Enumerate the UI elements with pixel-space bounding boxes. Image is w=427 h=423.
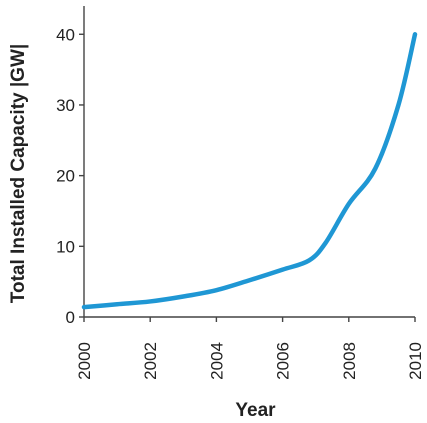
y-axis-title: Total Installed Capacity |GW| <box>8 44 29 303</box>
axes-layer <box>83 6 415 318</box>
series-line-0 <box>81 32 418 310</box>
ticks-layer: 0 10 20 30 40 2000 2002 2004 2006 2008 2010 <box>56 25 425 380</box>
y-tick-label: 40 <box>56 25 75 44</box>
y-tick-label: 30 <box>56 96 75 115</box>
y-tick-label: 10 <box>56 237 75 256</box>
x-tick-label: 2000 <box>75 342 94 380</box>
x-tick-label: 2008 <box>340 342 359 380</box>
x-tick-label: 2002 <box>141 342 160 380</box>
x-tick-label: 2010 <box>406 342 425 380</box>
y-tick-label: 0 <box>66 308 75 327</box>
series-layer <box>81 32 418 310</box>
x-axis-title: Year <box>235 400 276 421</box>
y-tick-label: 20 <box>56 167 75 186</box>
x-tick-label: 2006 <box>274 342 293 380</box>
x-tick-label: 2004 <box>207 342 226 380</box>
